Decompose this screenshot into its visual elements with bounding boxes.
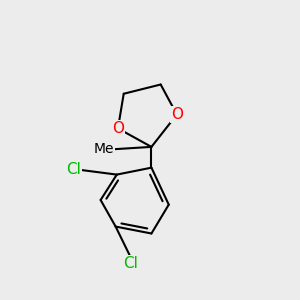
Text: Cl: Cl — [66, 163, 81, 178]
Text: Cl: Cl — [123, 256, 138, 271]
Text: Me: Me — [94, 142, 115, 156]
Text: O: O — [171, 107, 183, 122]
Text: O: O — [112, 121, 124, 136]
